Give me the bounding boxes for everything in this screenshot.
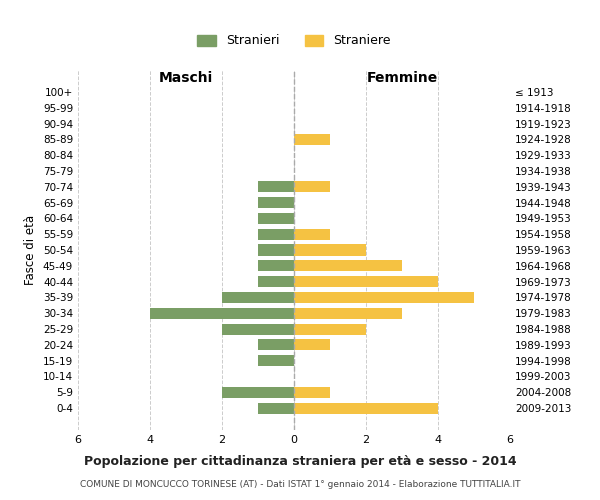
Bar — [294, 292, 474, 303]
Bar — [294, 308, 402, 319]
Bar — [294, 181, 330, 192]
Bar — [258, 181, 294, 192]
Bar — [258, 197, 294, 208]
Bar — [294, 244, 366, 256]
Bar — [258, 402, 294, 413]
Bar — [258, 355, 294, 366]
Bar — [222, 387, 294, 398]
Bar — [294, 134, 330, 145]
Bar — [294, 402, 438, 413]
Bar — [222, 292, 294, 303]
Text: Femmine: Femmine — [367, 72, 437, 86]
Y-axis label: Fasce di età: Fasce di età — [25, 215, 37, 285]
Bar — [294, 228, 330, 239]
Bar — [294, 324, 366, 334]
Bar — [150, 308, 294, 319]
Bar — [294, 387, 330, 398]
Bar — [258, 340, 294, 350]
Bar — [258, 276, 294, 287]
Text: Maschi: Maschi — [159, 72, 213, 86]
Bar — [294, 260, 402, 272]
Text: COMUNE DI MONCUCCO TORINESE (AT) - Dati ISTAT 1° gennaio 2014 - Elaborazione TUT: COMUNE DI MONCUCCO TORINESE (AT) - Dati … — [80, 480, 520, 489]
Bar — [222, 324, 294, 334]
Bar — [258, 213, 294, 224]
Bar — [258, 228, 294, 239]
Bar — [294, 340, 330, 350]
Bar — [258, 244, 294, 256]
Bar — [294, 276, 438, 287]
Legend: Stranieri, Straniere: Stranieri, Straniere — [192, 30, 396, 52]
Bar — [258, 260, 294, 272]
Text: Popolazione per cittadinanza straniera per età e sesso - 2014: Popolazione per cittadinanza straniera p… — [83, 455, 517, 468]
